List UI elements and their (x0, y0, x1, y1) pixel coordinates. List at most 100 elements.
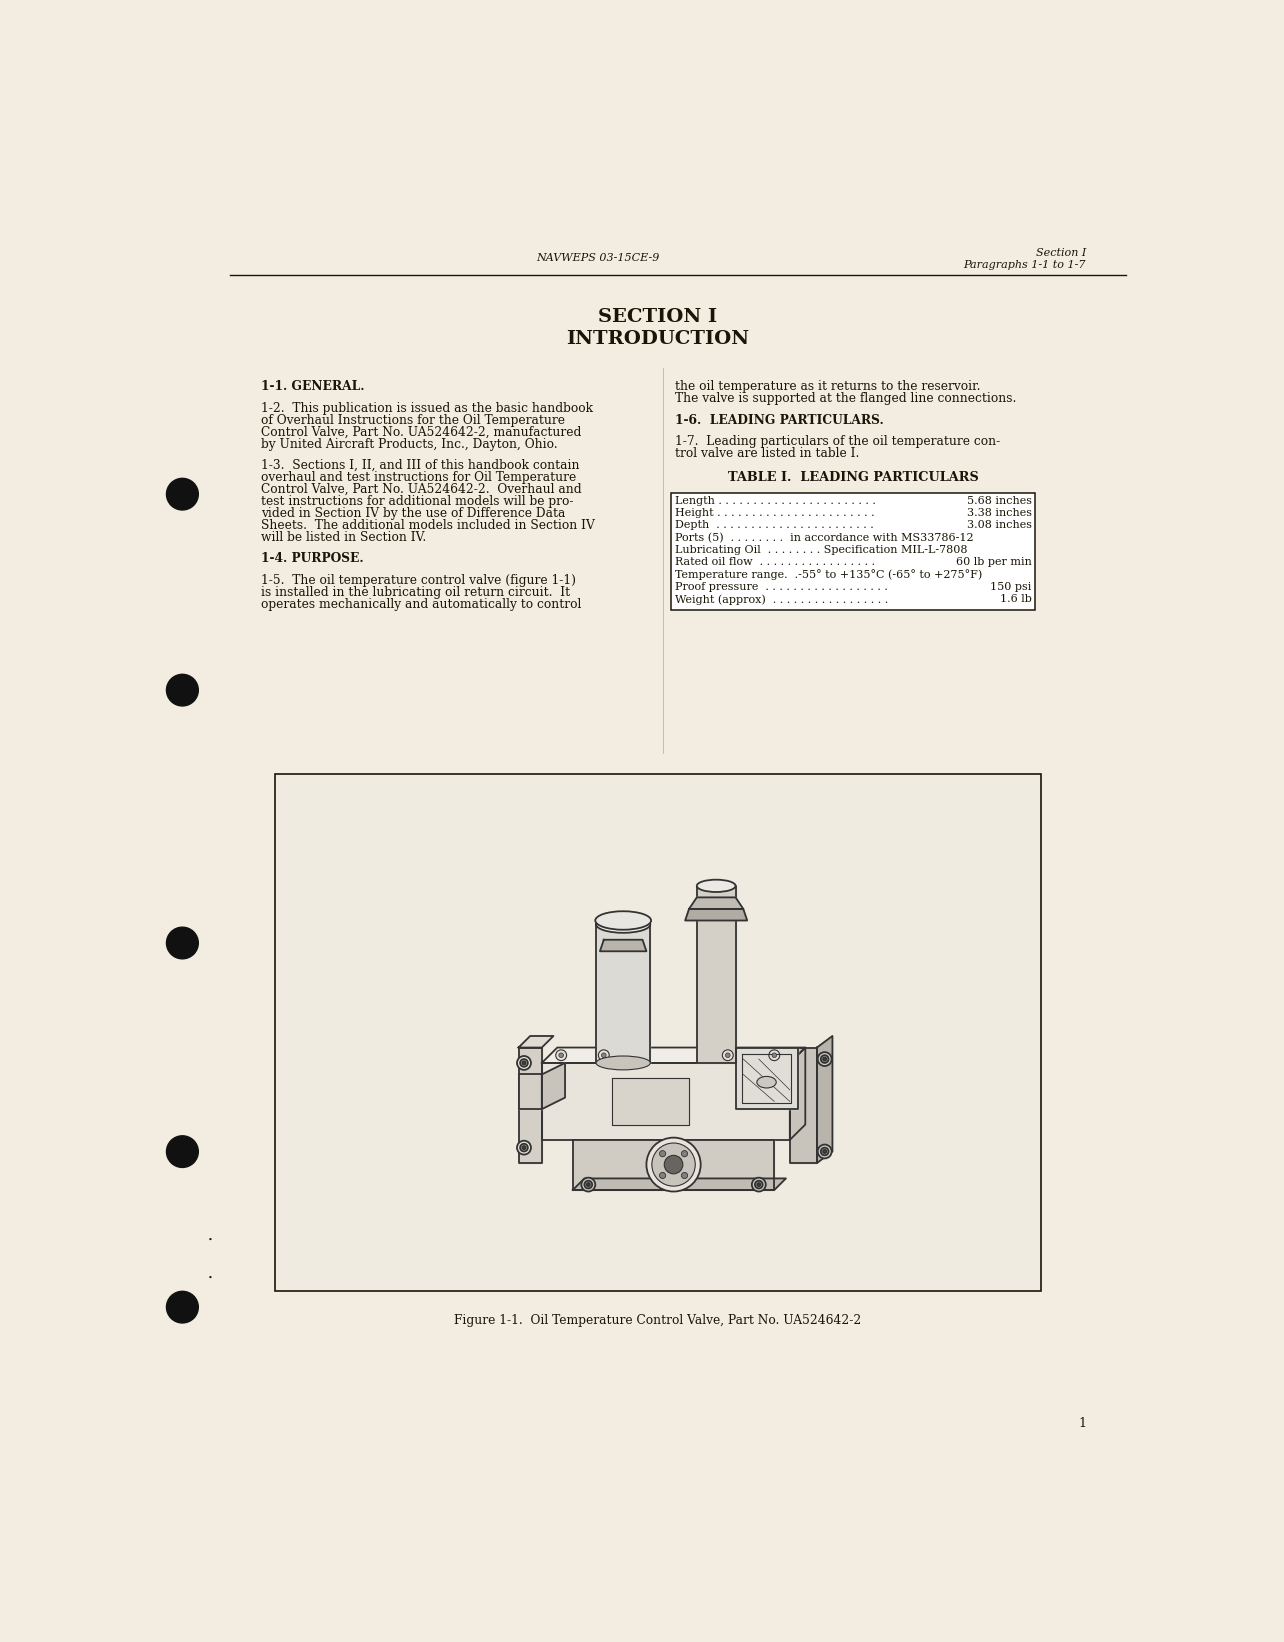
Text: 3.08 inches: 3.08 inches (967, 521, 1031, 530)
Text: test instructions for additional models will be pro-: test instructions for additional models … (261, 494, 574, 507)
Polygon shape (690, 898, 743, 910)
Text: Sheets.  The additional models included in Section IV: Sheets. The additional models included i… (261, 519, 594, 532)
Circle shape (646, 1138, 701, 1192)
Text: 1-2.  This publication is issued as the basic handbook: 1-2. This publication is issued as the b… (261, 402, 593, 415)
Polygon shape (817, 1036, 832, 1163)
Text: will be listed in Section IV.: will be listed in Section IV. (261, 530, 426, 544)
Circle shape (523, 1146, 525, 1149)
Text: the oil temperature as it returns to the reservoir.: the oil temperature as it returns to the… (675, 381, 981, 394)
Text: Length . . . . . . . . . . . . . . . . . . . . . . .: Length . . . . . . . . . . . . . . . . .… (675, 496, 876, 506)
Polygon shape (573, 1179, 786, 1190)
Text: INTRODUCTION: INTRODUCTION (566, 330, 750, 348)
Text: operates mechanically and automatically to control: operates mechanically and automatically … (261, 598, 582, 611)
Circle shape (725, 1053, 731, 1057)
Ellipse shape (596, 1056, 650, 1071)
Circle shape (167, 1136, 198, 1167)
Polygon shape (519, 1048, 542, 1163)
Polygon shape (686, 910, 747, 921)
Circle shape (652, 1143, 695, 1186)
Circle shape (167, 928, 198, 959)
Text: Figure 1-1.  Oil Temperature Control Valve, Part No. UA524642-2: Figure 1-1. Oil Temperature Control Valv… (455, 1314, 862, 1327)
Text: Height . . . . . . . . . . . . . . . . . . . . . . .: Height . . . . . . . . . . . . . . . . .… (675, 507, 874, 517)
Text: is installed in the lubricating oil return circuit.  It: is installed in the lubricating oil retu… (261, 586, 570, 599)
Circle shape (823, 1057, 826, 1061)
Circle shape (818, 1053, 832, 1066)
Text: TABLE I.  LEADING PARTICULARS: TABLE I. LEADING PARTICULARS (728, 471, 978, 484)
Polygon shape (736, 1048, 797, 1108)
Circle shape (664, 1156, 683, 1174)
Text: 1-1. GENERAL.: 1-1. GENERAL. (261, 381, 365, 394)
Text: 1.6 lb: 1.6 lb (1000, 594, 1031, 604)
Circle shape (601, 1053, 606, 1057)
Bar (275, 773, 1041, 1291)
Circle shape (820, 1056, 828, 1062)
Circle shape (520, 1059, 528, 1067)
Text: 150 psi: 150 psi (990, 581, 1031, 591)
Circle shape (818, 1144, 832, 1158)
Text: 5.68 inches: 5.68 inches (967, 496, 1031, 506)
Text: Ports (5)  . . . . . . . .  in accordance with MS33786-12: Ports (5) . . . . . . . . in accordance … (675, 532, 973, 544)
Circle shape (682, 1151, 688, 1156)
Circle shape (723, 1049, 733, 1061)
Text: overhaul and test instructions for Oil Temperature: overhaul and test instructions for Oil T… (261, 471, 577, 484)
Text: 3.38 inches: 3.38 inches (967, 507, 1031, 517)
Text: Depth  . . . . . . . . . . . . . . . . . . . . . . .: Depth . . . . . . . . . . . . . . . . . … (675, 521, 874, 530)
Circle shape (520, 1144, 528, 1151)
Circle shape (559, 1053, 564, 1057)
Circle shape (752, 1177, 765, 1192)
Circle shape (517, 1056, 532, 1071)
Text: NAVWEPS 03-15CE-9: NAVWEPS 03-15CE-9 (537, 253, 660, 263)
Text: 1-7.  Leading particulars of the oil temperature con-: 1-7. Leading particulars of the oil temp… (675, 435, 1000, 448)
Polygon shape (519, 1074, 542, 1108)
Polygon shape (790, 1048, 805, 1140)
Text: •: • (208, 1236, 213, 1245)
Text: •: • (208, 1274, 213, 1282)
Text: of Overhaul Instructions for the Oil Temperature: of Overhaul Instructions for the Oil Tem… (261, 414, 565, 427)
Circle shape (758, 1182, 760, 1186)
Text: Lubricating Oil  . . . . . . . . Specification MIL-L-7808: Lubricating Oil . . . . . . . . Specific… (675, 545, 968, 555)
Bar (672, 493, 1035, 609)
Text: trol valve are listed in table I.: trol valve are listed in table I. (675, 447, 859, 460)
Ellipse shape (596, 916, 650, 933)
Ellipse shape (697, 880, 736, 892)
Polygon shape (519, 1036, 553, 1048)
Text: 1: 1 (1079, 1417, 1086, 1430)
Circle shape (584, 1181, 592, 1189)
Circle shape (582, 1177, 596, 1192)
Circle shape (823, 1149, 826, 1153)
Circle shape (556, 1049, 566, 1061)
Circle shape (598, 1049, 609, 1061)
Polygon shape (611, 1079, 690, 1125)
Text: The valve is supported at the flanged line connections.: The valve is supported at the flanged li… (675, 392, 1017, 406)
Text: Paragraphs 1-1 to 1-7: Paragraphs 1-1 to 1-7 (963, 261, 1086, 271)
Circle shape (682, 1172, 688, 1179)
Text: SECTION I: SECTION I (598, 309, 718, 327)
Text: Control Valve, Part No. UA524642-2.  Overhaul and: Control Valve, Part No. UA524642-2. Over… (261, 483, 582, 496)
Text: Rated oil flow  . . . . . . . . . . . . . . . . .: Rated oil flow . . . . . . . . . . . . .… (675, 557, 876, 566)
Text: vided in Section IV by the use of Difference Data: vided in Section IV by the use of Differ… (261, 507, 566, 521)
Text: by United Aircraft Products, Inc., Dayton, Ohio.: by United Aircraft Products, Inc., Dayto… (261, 438, 557, 450)
Circle shape (660, 1172, 665, 1179)
Circle shape (167, 478, 198, 511)
Circle shape (523, 1061, 525, 1064)
Circle shape (660, 1151, 665, 1156)
Polygon shape (697, 885, 736, 1062)
Text: 1-5.  The oil temperature control valve (figure 1-1): 1-5. The oil temperature control valve (… (261, 573, 577, 586)
Ellipse shape (756, 1077, 777, 1089)
Polygon shape (573, 1140, 774, 1190)
Polygon shape (596, 924, 650, 1062)
Text: Section I: Section I (1036, 248, 1086, 258)
Circle shape (167, 675, 198, 706)
Circle shape (167, 1291, 198, 1323)
Circle shape (772, 1053, 777, 1057)
Polygon shape (790, 1048, 817, 1163)
Circle shape (820, 1148, 828, 1156)
Polygon shape (600, 939, 646, 951)
Polygon shape (542, 1062, 565, 1108)
Text: Proof pressure  . . . . . . . . . . . . . . . . . .: Proof pressure . . . . . . . . . . . . .… (675, 581, 889, 591)
Polygon shape (542, 1062, 790, 1140)
Text: Control Valve, Part No. UA524642-2, manufactured: Control Valve, Part No. UA524642-2, manu… (261, 425, 582, 438)
Circle shape (517, 1141, 532, 1154)
Circle shape (769, 1049, 779, 1061)
Text: 60 lb per min: 60 lb per min (955, 557, 1031, 566)
